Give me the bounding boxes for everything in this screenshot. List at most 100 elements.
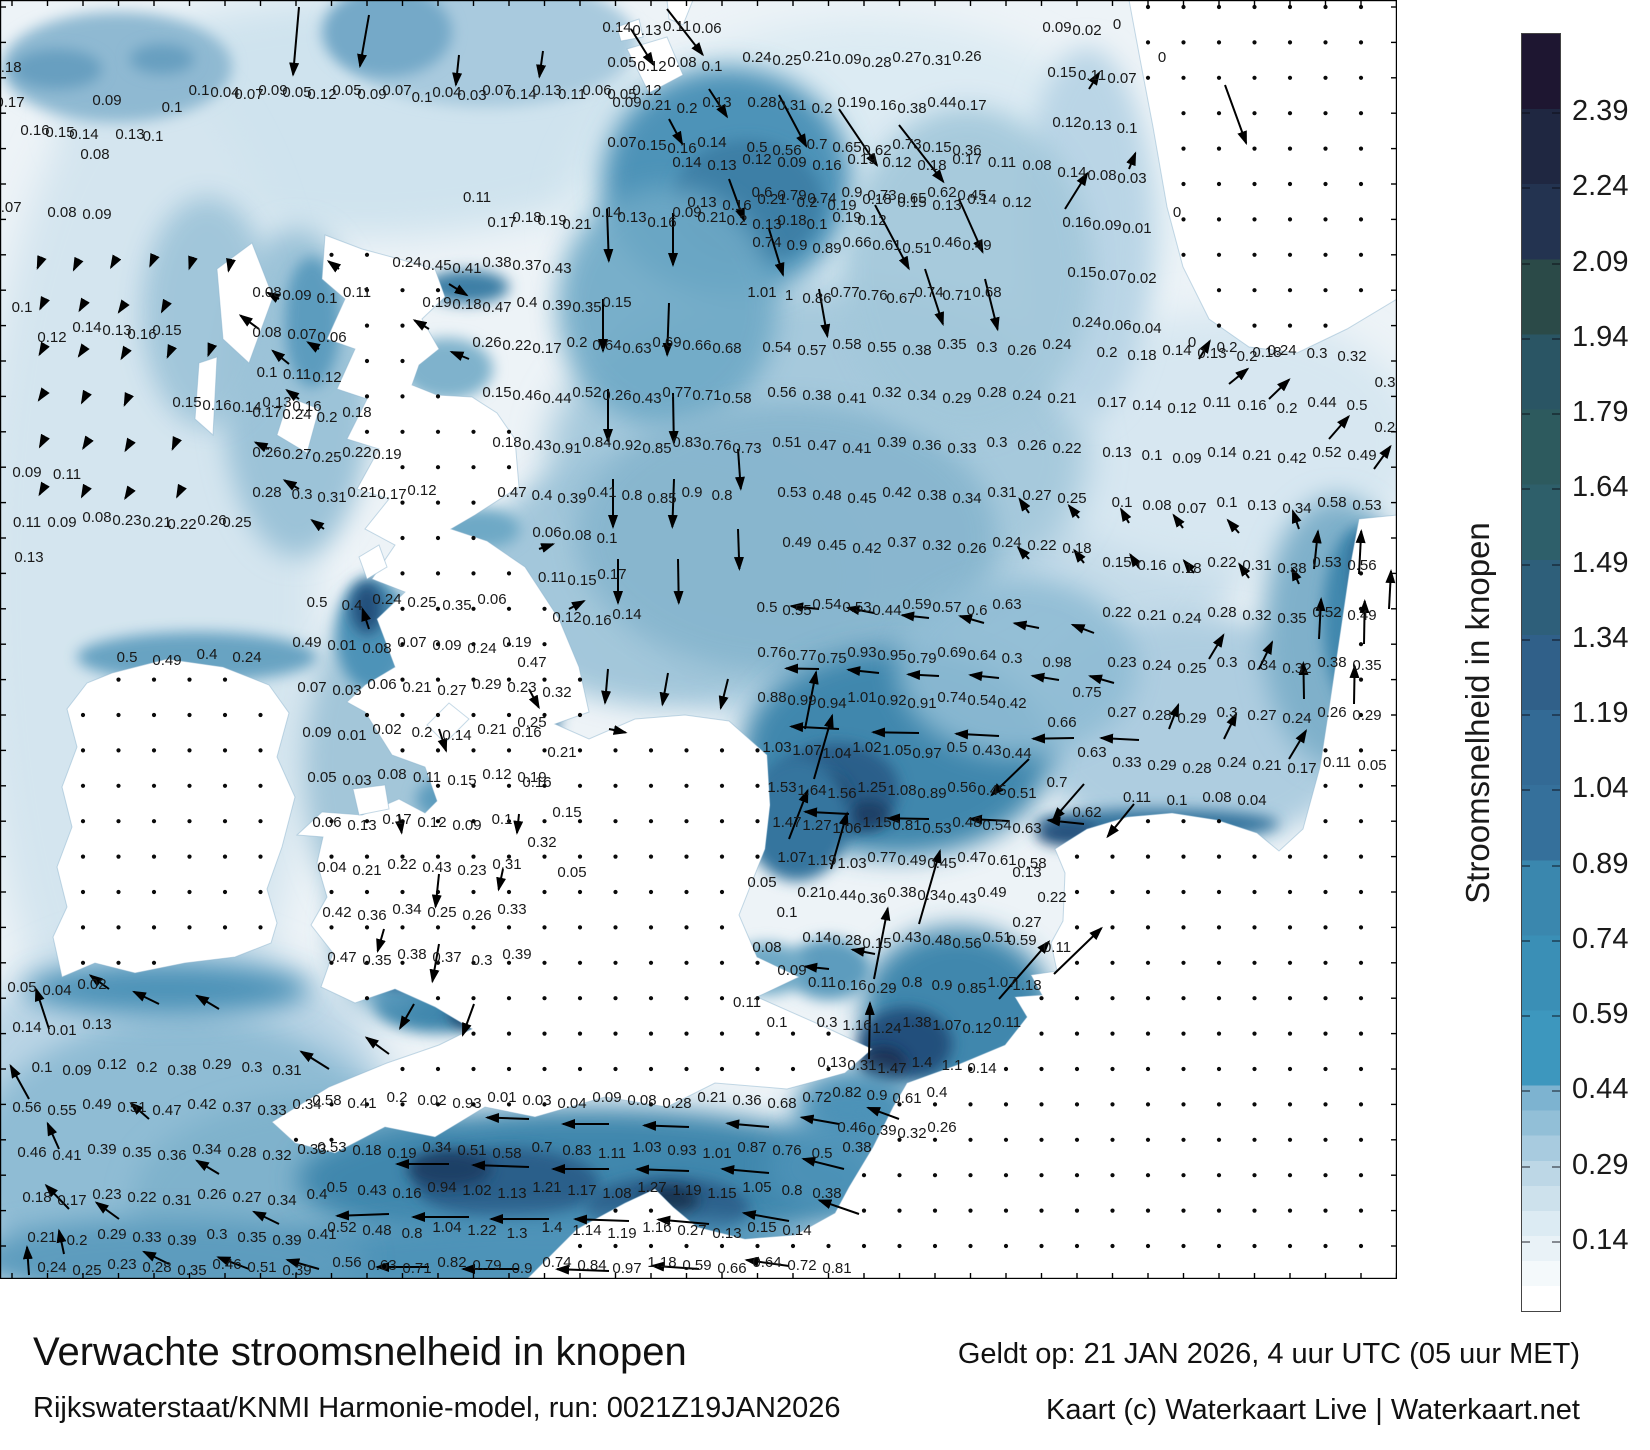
svg-text:0.46: 0.46 [212, 1256, 241, 1273]
svg-text:0.17: 0.17 [597, 566, 626, 583]
svg-text:0.28: 0.28 [1182, 760, 1211, 777]
svg-text:0.36: 0.36 [157, 1147, 186, 1164]
map-frame [0, 0, 1397, 1279]
svg-text:0.22: 0.22 [387, 856, 416, 873]
svg-text:0.07: 0.07 [1107, 70, 1136, 87]
colorbar-tick-mark [1522, 864, 1530, 867]
svg-text:0: 0 [1113, 16, 1121, 33]
svg-text:0.07: 0.07 [1177, 500, 1206, 517]
svg-text:0.4: 0.4 [517, 294, 538, 311]
svg-text:0.58: 0.58 [1317, 494, 1346, 511]
svg-text:0.32: 0.32 [262, 1147, 291, 1164]
svg-text:0.19: 0.19 [837, 94, 866, 111]
svg-text:0.42: 0.42 [322, 904, 351, 921]
svg-text:0.24: 0.24 [1374, 419, 1397, 436]
svg-text:0.81: 0.81 [822, 1260, 851, 1277]
svg-text:0.57: 0.57 [797, 342, 826, 359]
svg-text:0.9: 0.9 [512, 1260, 533, 1277]
svg-text:0.45: 0.45 [847, 490, 876, 507]
svg-text:1.04: 1.04 [432, 1219, 461, 1236]
svg-text:0.1: 0.1 [189, 82, 210, 99]
svg-text:0.07: 0.07 [382, 82, 411, 99]
svg-text:0.15: 0.15 [637, 137, 666, 154]
colorbar-tick-mark [1522, 789, 1530, 792]
svg-text:0: 0 [1188, 334, 1196, 351]
svg-text:0.45: 0.45 [957, 187, 986, 204]
svg-text:0.19: 0.19 [422, 294, 451, 311]
svg-text:0.58: 0.58 [832, 336, 861, 353]
svg-text:0.34: 0.34 [267, 1192, 296, 1209]
svg-text:0.21: 0.21 [697, 1089, 726, 1106]
svg-text:0.09: 0.09 [92, 92, 121, 109]
svg-text:0.45: 0.45 [927, 855, 956, 872]
svg-text:0.52: 0.52 [1312, 604, 1341, 621]
svg-text:0.37: 0.37 [222, 1099, 251, 1116]
colorbar-tick-mark [1522, 638, 1530, 641]
svg-text:0.3: 0.3 [1375, 374, 1396, 391]
svg-text:0.44: 0.44 [827, 887, 856, 904]
svg-text:0.18: 0.18 [512, 209, 541, 226]
svg-text:0.62: 0.62 [862, 142, 891, 159]
svg-text:0.09: 0.09 [777, 154, 806, 171]
svg-text:0.12: 0.12 [97, 1056, 126, 1073]
svg-text:1.03: 1.03 [837, 855, 866, 872]
svg-text:0.2: 0.2 [812, 100, 833, 117]
svg-text:0.79: 0.79 [907, 650, 936, 667]
svg-text:0.01: 0.01 [1122, 220, 1151, 237]
svg-text:0.12: 0.12 [407, 482, 436, 499]
svg-text:0.08: 0.08 [1022, 157, 1051, 174]
colorbar-tick-label: 1.79 [1572, 396, 1629, 429]
svg-text:0.14: 0.14 [1057, 164, 1086, 181]
svg-text:0.25: 0.25 [222, 514, 251, 531]
land-lewis [216, 242, 274, 364]
svg-text:0.23: 0.23 [457, 862, 486, 879]
svg-text:0.55: 0.55 [47, 1102, 76, 1119]
svg-text:0.53: 0.53 [842, 599, 871, 616]
svg-text:0.39: 0.39 [867, 1122, 896, 1139]
svg-text:0.51: 0.51 [247, 1259, 276, 1276]
colorbar-tick-mark [1522, 939, 1530, 942]
svg-text:0.13: 0.13 [1102, 444, 1131, 461]
svg-text:0.13: 0.13 [115, 126, 144, 143]
svg-text:0.26: 0.26 [462, 907, 491, 924]
svg-text:0.42: 0.42 [852, 540, 881, 557]
svg-text:1.25: 1.25 [857, 779, 886, 796]
svg-text:0.35: 0.35 [937, 336, 966, 353]
svg-text:0.49: 0.49 [962, 237, 991, 254]
svg-text:0.4: 0.4 [532, 487, 553, 504]
colorbar-tick-mark [1522, 413, 1530, 416]
land-nodata-northeast [1128, 0, 1397, 354]
svg-text:0.16: 0.16 [202, 397, 231, 414]
svg-text:0.07: 0.07 [482, 82, 511, 99]
svg-text:0.25: 0.25 [1177, 660, 1206, 677]
svg-text:0.02: 0.02 [417, 1092, 446, 1109]
svg-text:0.65: 0.65 [832, 139, 861, 156]
svg-text:0.26: 0.26 [1317, 704, 1346, 721]
svg-text:0.15: 0.15 [447, 772, 476, 789]
svg-text:0.41: 0.41 [842, 440, 871, 457]
colorbar-tick-mark [1522, 563, 1530, 566]
svg-text:0.16: 0.16 [867, 97, 896, 114]
svg-text:0.1: 0.1 [317, 290, 338, 307]
svg-text:1.06: 1.06 [832, 820, 861, 837]
svg-text:0.21: 0.21 [797, 884, 826, 901]
svg-text:0.46: 0.46 [837, 1119, 866, 1136]
svg-text:1.07: 1.07 [932, 1017, 961, 1034]
svg-text:0.08: 0.08 [667, 54, 696, 71]
current-arrows [9, 6, 1396, 1276]
svg-text:0.26: 0.26 [957, 540, 986, 557]
svg-text:0.6: 0.6 [752, 184, 773, 201]
svg-text:0.27: 0.27 [232, 1189, 261, 1206]
svg-text:0.31: 0.31 [317, 489, 346, 506]
svg-text:0.05: 0.05 [747, 874, 776, 891]
svg-text:0.1: 0.1 [412, 89, 433, 106]
svg-text:0.52: 0.52 [1312, 444, 1341, 461]
svg-text:0.46: 0.46 [932, 234, 961, 251]
svg-text:0.79: 0.79 [777, 187, 806, 204]
svg-text:0.11: 0.11 [1323, 754, 1351, 771]
svg-text:0.14: 0.14 [69, 126, 98, 143]
svg-text:0.16: 0.16 [812, 157, 841, 174]
svg-text:0.5: 0.5 [747, 139, 768, 156]
svg-text:0.87: 0.87 [737, 1139, 766, 1156]
svg-text:0.28: 0.28 [862, 54, 891, 71]
